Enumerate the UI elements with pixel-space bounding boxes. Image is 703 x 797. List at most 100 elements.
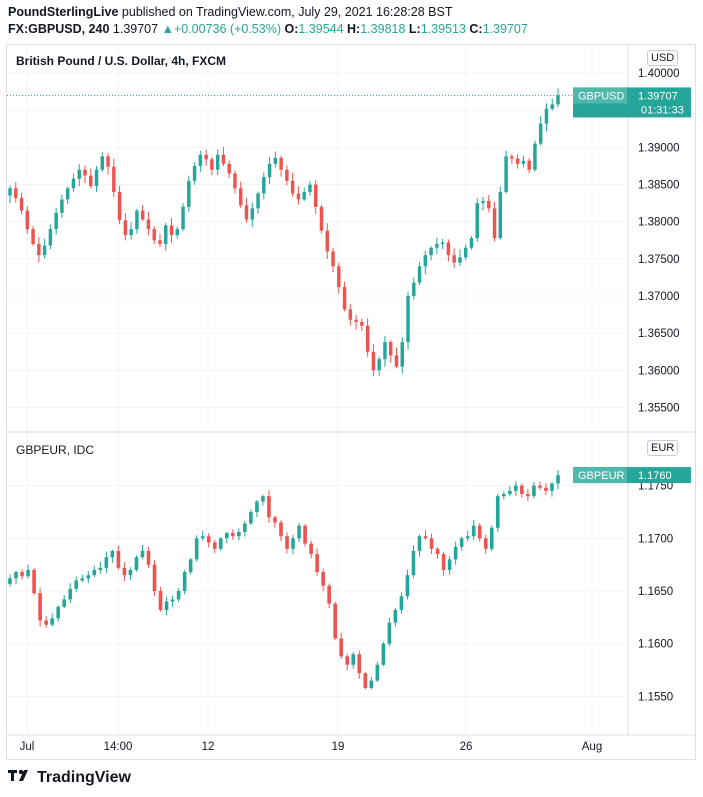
- candle-down: [244, 205, 249, 220]
- candle-down: [483, 538, 488, 549]
- candle-down: [89, 175, 93, 187]
- candle-down: [106, 156, 110, 167]
- close-label: C:: [469, 22, 483, 36]
- y-tick-label: 1.40000: [638, 68, 680, 80]
- y-tick-label: 1.37500: [638, 254, 680, 266]
- candle-down: [544, 487, 548, 491]
- candle-up: [224, 533, 229, 539]
- x-tick-label: 12: [202, 741, 215, 753]
- candle-down: [354, 319, 358, 322]
- candle-up: [417, 536, 422, 551]
- candle-up: [291, 538, 295, 549]
- tradingview-brand[interactable]: TradingView: [8, 768, 131, 787]
- x-tick-label: Aug: [582, 741, 602, 753]
- candle-up: [475, 203, 479, 239]
- candle-up: [412, 282, 416, 296]
- candle-down: [231, 533, 235, 537]
- y-tick-label: 1.1750: [638, 481, 673, 493]
- candle-up: [54, 212, 58, 230]
- candle-up: [194, 538, 199, 560]
- y-tick-label: 1.37000: [638, 291, 680, 303]
- candle-up: [215, 154, 220, 170]
- candle-down: [285, 536, 289, 549]
- pane1-title: British Pound / U.S. Dollar, 4h, FXCM: [16, 54, 227, 68]
- candle-up: [417, 266, 422, 283]
- candle-down: [296, 193, 301, 200]
- candle-up: [465, 536, 470, 539]
- candle-down: [357, 654, 362, 674]
- candle-up: [176, 591, 181, 600]
- candle-up: [514, 485, 518, 491]
- symbol-chip-label: GBPUSD: [578, 90, 625, 102]
- candle-down: [360, 322, 364, 326]
- published-line: PoundSterlingLive published on TradingVi…: [8, 5, 452, 19]
- candle-down: [313, 184, 318, 207]
- candle-down: [337, 266, 341, 288]
- candle-down: [538, 485, 542, 488]
- candle-up: [550, 104, 554, 109]
- candle-up: [68, 588, 73, 600]
- candle-down: [303, 525, 307, 544]
- y-tick-label: 1.39000: [638, 142, 680, 154]
- high-value: 1.39818: [360, 22, 406, 36]
- y-tick-label: 1.1700: [638, 533, 673, 545]
- candle-up: [556, 95, 560, 105]
- candle-up: [369, 680, 374, 688]
- candle-up: [383, 342, 387, 360]
- candle-down: [83, 169, 87, 176]
- candle-up: [458, 257, 462, 263]
- candle-down: [158, 240, 162, 244]
- candle-down: [204, 154, 208, 160]
- candle-up: [469, 238, 474, 248]
- candle-up: [200, 536, 205, 539]
- pane1-currency-button[interactable]: USD: [647, 50, 679, 66]
- candle-up: [297, 525, 301, 539]
- candle-up: [250, 208, 255, 220]
- candle-up: [521, 160, 526, 164]
- candle-up: [92, 569, 97, 576]
- price-label-badge: GBPEUR 1.1760: [573, 467, 691, 484]
- candle-down: [321, 572, 325, 586]
- candle-down: [123, 220, 128, 236]
- candle-up: [489, 527, 494, 549]
- candle-down: [371, 351, 376, 371]
- candle-down: [319, 206, 324, 231]
- symbol-chip: [573, 87, 627, 104]
- candle-up: [74, 580, 79, 589]
- candle-up: [273, 157, 278, 164]
- candle-up: [187, 180, 191, 207]
- y-tick-label: 1.35500: [638, 402, 680, 414]
- candle-down: [122, 567, 127, 576]
- candle-down: [487, 200, 491, 209]
- candle-down: [37, 244, 41, 256]
- low-value: 1.39513: [420, 22, 466, 36]
- candle-down: [116, 550, 121, 568]
- candle-down: [38, 593, 42, 621]
- candle-up: [377, 359, 381, 371]
- candle-down: [221, 154, 226, 164]
- gbpeur-candles: [8, 470, 560, 690]
- publisher-name[interactable]: PoundSterlingLive: [8, 5, 119, 19]
- pane2-currency-button[interactable]: EUR: [647, 440, 679, 456]
- candle-down: [515, 158, 520, 164]
- candle-up: [42, 245, 47, 256]
- candle-down: [210, 159, 214, 170]
- candle-down: [31, 229, 35, 244]
- gbpusd-candles: [8, 88, 560, 376]
- candle-up: [175, 229, 180, 236]
- candle-up: [80, 578, 85, 581]
- candle-up: [538, 123, 543, 144]
- candle-up: [533, 143, 537, 170]
- candle-up: [495, 496, 500, 528]
- candle-down: [423, 536, 428, 539]
- candle-down: [388, 342, 393, 356]
- candle-up: [447, 559, 452, 570]
- candle-down: [290, 180, 295, 194]
- candle-up: [98, 567, 103, 570]
- candle-down: [441, 554, 446, 570]
- candle-down: [510, 156, 514, 159]
- candle-down: [44, 620, 48, 625]
- candle-down: [363, 673, 368, 688]
- symbol-chip: [573, 467, 627, 484]
